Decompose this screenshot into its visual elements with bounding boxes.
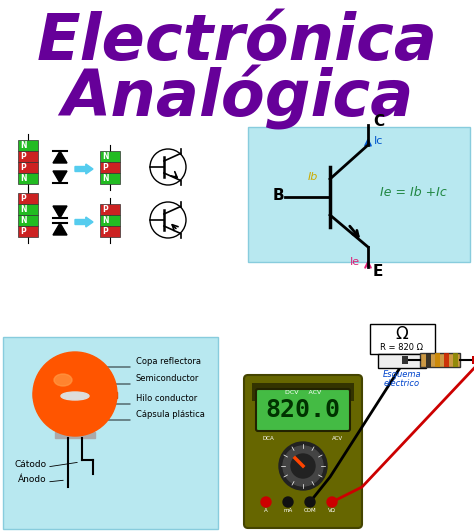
FancyBboxPatch shape xyxy=(3,337,218,529)
Text: A: A xyxy=(264,509,268,513)
Bar xyxy=(100,215,120,226)
Bar xyxy=(453,353,458,367)
Text: N: N xyxy=(20,216,27,225)
Text: B: B xyxy=(272,187,284,203)
Text: Cátodo: Cátodo xyxy=(15,460,47,469)
Polygon shape xyxy=(53,171,67,183)
Text: Ic: Ic xyxy=(374,136,383,146)
Circle shape xyxy=(283,446,323,486)
Bar xyxy=(18,215,38,226)
Bar xyxy=(378,354,426,368)
Bar xyxy=(18,140,38,151)
Text: Ie = Ib +Ic: Ie = Ib +Ic xyxy=(380,186,447,198)
Text: P: P xyxy=(102,163,108,172)
Bar xyxy=(100,151,120,162)
Bar xyxy=(61,396,89,434)
Bar xyxy=(18,173,38,184)
Circle shape xyxy=(327,497,337,507)
Text: DCA: DCA xyxy=(263,436,275,441)
Text: N: N xyxy=(102,152,109,161)
Text: N: N xyxy=(20,141,27,150)
FancyBboxPatch shape xyxy=(248,127,470,262)
Bar xyxy=(100,226,120,237)
Ellipse shape xyxy=(54,374,72,386)
Text: R = 820 Ω: R = 820 Ω xyxy=(381,344,423,353)
Text: Cápsula plástica: Cápsula plástica xyxy=(136,410,205,419)
Circle shape xyxy=(279,442,327,490)
Text: N: N xyxy=(102,216,109,225)
Ellipse shape xyxy=(61,392,89,400)
FancyArrow shape xyxy=(75,217,93,227)
Bar xyxy=(444,353,449,367)
Text: eléctrico: eléctrico xyxy=(384,379,420,388)
Bar xyxy=(33,392,117,398)
FancyBboxPatch shape xyxy=(256,389,350,431)
Bar xyxy=(18,162,38,173)
Text: DCV     ACV: DCV ACV xyxy=(285,389,321,395)
Text: Electrónica: Electrónica xyxy=(36,11,438,73)
Text: 820.0: 820.0 xyxy=(265,398,340,422)
Bar xyxy=(402,356,408,364)
Circle shape xyxy=(283,497,293,507)
Text: ACV: ACV xyxy=(332,436,343,441)
Circle shape xyxy=(261,497,271,507)
FancyArrow shape xyxy=(75,164,93,174)
Text: P: P xyxy=(102,227,108,236)
Bar xyxy=(426,353,431,367)
Bar xyxy=(100,162,120,173)
Text: COM: COM xyxy=(304,509,316,513)
FancyBboxPatch shape xyxy=(244,375,362,528)
Bar xyxy=(55,432,95,438)
Text: Esquema: Esquema xyxy=(383,370,421,379)
Text: E: E xyxy=(373,263,383,278)
Bar xyxy=(18,204,38,215)
Text: Analógica: Analógica xyxy=(61,64,413,129)
Bar xyxy=(18,193,38,204)
Text: Semiconductor: Semiconductor xyxy=(136,374,200,383)
Text: N: N xyxy=(102,174,109,183)
Bar xyxy=(100,173,120,184)
Text: Copa reflectora: Copa reflectora xyxy=(136,357,201,366)
Bar xyxy=(100,204,120,215)
Text: P: P xyxy=(102,205,108,214)
Text: P: P xyxy=(20,152,26,161)
Circle shape xyxy=(305,497,315,507)
Bar xyxy=(472,356,474,364)
Text: Ie: Ie xyxy=(350,257,360,267)
Bar xyxy=(435,353,440,367)
Circle shape xyxy=(291,454,315,478)
Text: C: C xyxy=(373,113,384,129)
Text: Ω: Ω xyxy=(396,325,409,343)
Text: N: N xyxy=(20,174,27,183)
Bar xyxy=(18,151,38,162)
Circle shape xyxy=(33,352,117,436)
Text: VΩ: VΩ xyxy=(328,509,336,513)
Text: mA: mA xyxy=(283,509,292,513)
Polygon shape xyxy=(53,151,67,163)
Text: Ánodo: Ánodo xyxy=(18,475,47,484)
Text: N: N xyxy=(20,205,27,214)
Text: Ib: Ib xyxy=(308,172,319,182)
Polygon shape xyxy=(53,206,67,218)
Text: P: P xyxy=(20,194,26,203)
Bar xyxy=(420,353,460,367)
Bar xyxy=(370,324,435,354)
Text: Hilo conductor: Hilo conductor xyxy=(136,394,197,403)
Polygon shape xyxy=(53,223,67,235)
Bar xyxy=(252,383,354,401)
Text: P: P xyxy=(20,163,26,172)
Bar xyxy=(18,226,38,237)
Text: P: P xyxy=(20,227,26,236)
